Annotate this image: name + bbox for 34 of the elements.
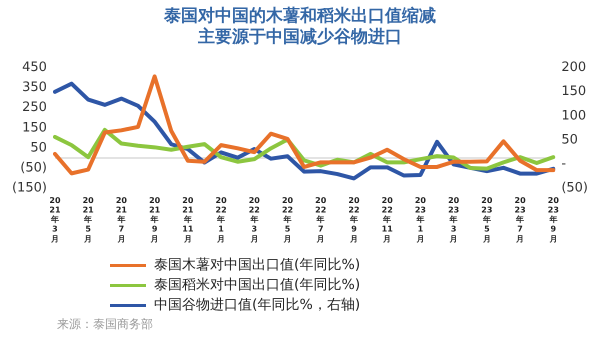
x-tick-label: 2023年7月 (514, 196, 526, 244)
x-tick-label: 2021年9月 (149, 196, 161, 244)
y-tick-label: 50 (30, 140, 47, 156)
x-tick-label: 2022年5月 (282, 196, 294, 244)
x-tick-label: 2023年9月 (548, 196, 560, 244)
y-tick-label: 350 (22, 80, 47, 96)
y2-tick-label: 100 (561, 108, 586, 124)
x-tick-label: 2022年1月 (216, 196, 228, 244)
legend-label: 泰国木薯对中国出口值(年同比%) (154, 256, 360, 275)
x-tick-label: 2022年11月 (382, 196, 394, 244)
legend-label: 中国谷物进口值(年同比%，右轴) (154, 296, 360, 315)
y2-tick-label: - (561, 156, 566, 172)
y-tick-label: (50) (20, 160, 47, 176)
source-note: 来源：泰国商务部 (57, 316, 153, 333)
y-tick-label: (150) (12, 180, 47, 196)
x-tick-label: 2023年3月 (448, 196, 460, 244)
y-tick-label: 250 (22, 100, 47, 116)
x-tick-label: 2022年9月 (348, 196, 360, 244)
x-tick-label: 2023年1月 (414, 196, 426, 244)
x-tick-label: 2022年7月 (315, 196, 327, 244)
y2-tick-label: (50) (561, 180, 588, 196)
legend-label: 泰国稻米对中国出口值(年同比%) (154, 276, 360, 295)
x-tick-label: 2021年11月 (182, 196, 194, 244)
x-tick-label: 2021年5月 (82, 196, 94, 244)
y-tick-label: 450 (22, 60, 47, 76)
y2-tick-label: 150 (561, 84, 586, 100)
y-tick-label: 150 (22, 120, 47, 136)
x-tick-label: 2023年5月 (481, 196, 493, 244)
y2-tick-label: 50 (561, 132, 578, 148)
chart-title: 泰国对中国的木薯和稻米出口值缩减主要源于中国减少谷物进口 (162, 6, 437, 48)
y2-tick-label: 200 (561, 60, 586, 76)
x-tick-label: 2021年3月 (49, 196, 61, 244)
x-tick-label: 2022年3月 (248, 196, 260, 244)
x-tick-label: 2021年7月 (116, 196, 128, 244)
